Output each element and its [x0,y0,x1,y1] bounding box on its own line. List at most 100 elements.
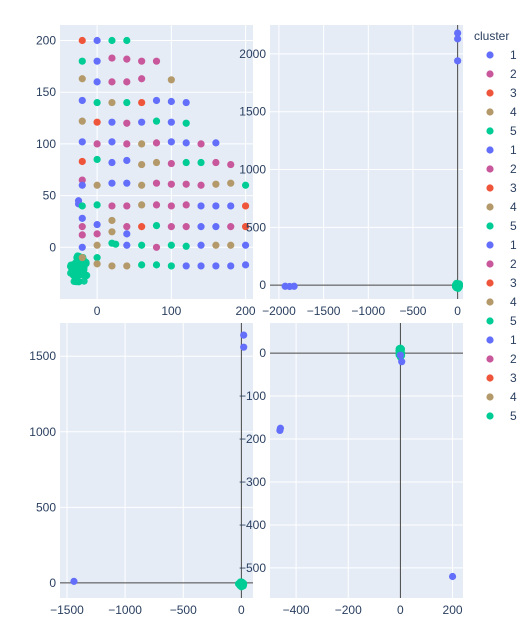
cluster-point [70,277,78,286]
x-tick-label: −1000 [108,603,142,617]
data-point [197,181,205,189]
legend-item[interactable]: 2 [486,257,517,271]
data-point [197,223,205,231]
legend-item[interactable]: 1 [486,333,517,347]
data-point [93,181,101,189]
data-point [167,180,175,188]
x-tick-label: −200 [335,603,362,617]
data-point [167,241,175,249]
cluster-point [237,580,245,588]
legend-label: 4 [510,390,517,404]
legend-label: 2 [510,162,517,176]
data-point [108,228,116,236]
data-point [78,181,86,189]
legend-item[interactable]: 4 [486,295,517,309]
x-tick-label: 0 [454,304,461,318]
legend-item[interactable]: 4 [486,390,517,404]
legend-marker [486,317,494,325]
cluster-point [67,269,75,277]
data-point [152,57,161,65]
legend-item[interactable]: 2 [486,162,517,176]
data-point [197,202,205,210]
legend-label: 2 [510,67,517,81]
data-point [138,75,146,83]
legend-marker [486,70,494,78]
data-point [152,96,161,105]
data-point [167,138,175,146]
data-point [123,98,131,107]
data-point [93,241,101,249]
data-point [227,223,235,231]
legend-marker [486,412,494,420]
legend-item[interactable]: 2 [486,352,517,366]
legend-item[interactable]: 5 [486,124,517,138]
data-point [212,262,220,270]
legend-item[interactable]: 5 [486,219,517,233]
data-point [197,140,205,148]
y-tick-label: 0 [259,278,266,292]
data-point [78,231,86,239]
legend-item[interactable]: 5 [486,314,517,328]
cluster-point [66,262,75,270]
legend-label: 3 [510,371,517,385]
legend-item[interactable]: 3 [486,371,517,385]
data-point [93,230,101,238]
data-point [78,202,86,210]
y-tick-label: −500 [239,561,266,575]
data-point [212,158,220,167]
data-point [108,262,116,270]
legend-item[interactable]: 1 [486,143,517,157]
legend-item[interactable]: 3 [486,86,517,100]
legend-item[interactable]: 3 [486,276,517,290]
data-point [197,158,205,167]
data-point [123,223,131,231]
legend-marker [486,165,494,173]
data-point [241,223,250,231]
data-point [241,241,250,249]
data-point [78,96,86,105]
data-point [123,262,131,270]
legend-item[interactable]: 3 [486,181,517,195]
data-point [108,36,116,45]
data-point [108,216,116,225]
legend-item[interactable]: 2 [486,67,517,81]
y-tick-label: 2000 [239,47,266,61]
data-point [123,78,131,86]
data-point [182,98,190,107]
data-point [123,55,131,63]
data-point [227,241,235,249]
x-tick-label: −1500 [307,304,341,318]
legend-item[interactable]: 4 [486,200,517,214]
subplot-4: −400 −200 0 200 0 −100 −200 −300 −400 −500 [239,323,463,617]
data-point [138,118,146,126]
data-point [167,202,175,210]
data-point [240,331,248,339]
legend-marker [486,279,494,287]
data-point [123,140,131,148]
x-tick-label: −500 [170,603,197,617]
legend-item[interactable]: 4 [486,105,517,119]
subplot-3: −1500 −1000 −500 0 0 500 1000 1500 [29,323,253,617]
legend-item[interactable]: 5 [486,409,517,423]
legend-label: 2 [510,352,517,366]
legend-marker [486,51,494,59]
data-point [182,223,190,231]
data-point [93,98,101,107]
plot-area [270,25,463,299]
y-tick-label: 1500 [29,349,56,363]
subplot-2: −2000 −1500 −1000 −500 0 0 500 1000 1500 2000 [239,25,463,318]
data-point [78,75,86,83]
y-tick-label: 500 [246,220,266,234]
data-point [78,243,86,251]
legend-marker [486,184,494,192]
data-point [227,202,235,210]
data-point [167,262,175,270]
data-point [241,261,250,269]
legend-item[interactable]: 1 [486,48,517,62]
y-tick-label: 0 [49,240,56,254]
legend-label: 5 [510,124,517,138]
legend-item[interactable]: 1 [486,238,517,252]
y-tick-label: 100 [36,137,56,151]
legend-label: 3 [510,86,517,100]
